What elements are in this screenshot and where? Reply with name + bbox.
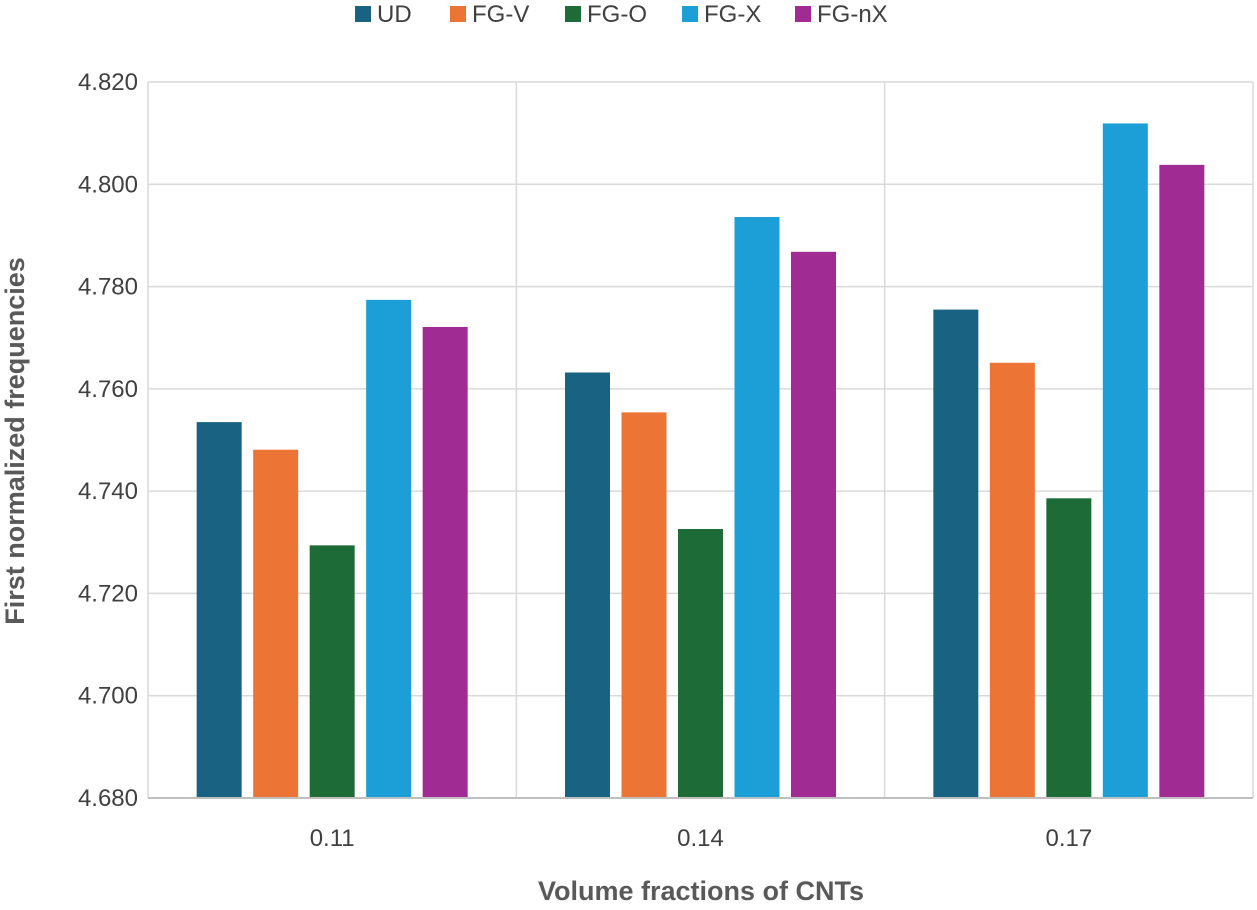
legend-swatch-ud xyxy=(355,6,371,22)
x-tick-label: 0.14 xyxy=(677,825,724,852)
y-tick-label: 4.780 xyxy=(78,274,138,301)
legend-label-fg-v: FG-V xyxy=(472,1,529,28)
y-tick-label: 4.740 xyxy=(78,478,138,505)
bar-fg-v-0.11 xyxy=(253,449,299,798)
legend-swatch-fg-v xyxy=(450,6,466,22)
y-axis-title: First normalized frequencies xyxy=(0,257,30,625)
y-tick-label: 4.820 xyxy=(78,69,138,96)
bar-fg-v-0.17 xyxy=(989,362,1035,798)
bar-fg-nx-0.14 xyxy=(791,251,836,798)
legend-swatch-fg-o xyxy=(565,6,581,22)
legend-label-fg-o: FG-O xyxy=(587,1,647,28)
bar-ud-0.14 xyxy=(565,372,610,798)
y-tick-label: 4.800 xyxy=(78,171,138,198)
bar-fg-o-0.11 xyxy=(309,545,355,798)
bar-fg-o-0.17 xyxy=(1046,498,1092,798)
bar-fg-nx-0.17 xyxy=(1159,164,1205,798)
bars xyxy=(196,123,1205,798)
y-tick-label: 4.700 xyxy=(78,683,138,710)
bar-fg-x-0.14 xyxy=(734,217,780,798)
legend-label-fg-x: FG-X xyxy=(704,1,761,28)
bar-fg-x-0.17 xyxy=(1102,123,1148,798)
legend-swatch-fg-x xyxy=(682,6,698,22)
legend-swatch-fg-nx xyxy=(795,6,811,22)
bar-fg-nx-0.11 xyxy=(422,326,468,798)
x-axis-title: Volume fractions of CNTs xyxy=(538,876,864,905)
bar-ud-0.17 xyxy=(933,309,979,798)
bar-fg-x-0.11 xyxy=(366,299,412,798)
legend: UD FG-V FG-O FG-X FG-nX xyxy=(355,1,888,28)
y-tick-label: 4.760 xyxy=(78,376,138,403)
bar-fg-o-0.14 xyxy=(678,528,723,798)
y-tick-label: 4.720 xyxy=(78,580,138,607)
bar-fg-v-0.14 xyxy=(621,412,667,798)
y-tick-label: 4.680 xyxy=(78,785,138,812)
bar-ud-0.11 xyxy=(196,422,242,798)
x-tick-label: 0.17 xyxy=(1045,825,1092,852)
legend-label-fg-nx: FG-nX xyxy=(817,1,888,28)
x-tick-label: 0.11 xyxy=(310,825,355,852)
axes: 4.680 4.700 4.720 4.740 4.760 4.780 4.800 4.820… xyxy=(78,69,1253,852)
legend-label-ud: UD xyxy=(377,1,412,28)
